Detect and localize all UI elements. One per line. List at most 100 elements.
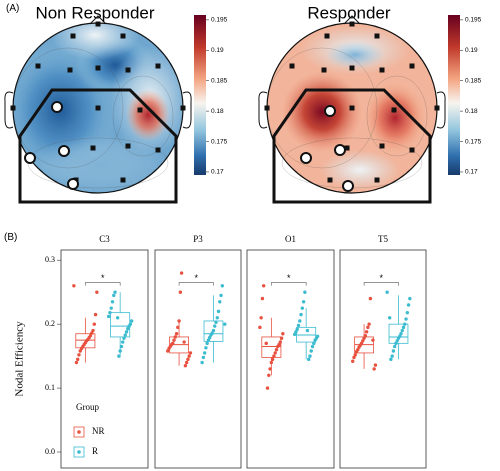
electrode [434, 105, 440, 111]
significance-label: * [287, 273, 291, 283]
data-point [218, 300, 222, 304]
electrode [289, 63, 295, 69]
data-point [74, 360, 79, 365]
data-point [305, 328, 310, 333]
electrode [379, 143, 385, 149]
ear [182, 91, 192, 129]
data-point [363, 333, 368, 338]
data-point [301, 300, 306, 304]
data-point [312, 341, 316, 346]
y-axis-label: Nodal Efficiency [14, 321, 26, 397]
electrode [409, 63, 415, 69]
colorbar-tick-label: 0.185 [465, 77, 482, 84]
data-point [273, 351, 277, 355]
data-point [79, 346, 84, 351]
data-point [201, 355, 206, 360]
data-point [295, 327, 299, 331]
data-point [310, 344, 315, 349]
colorbar-tick-label: 0.175 [465, 138, 482, 145]
panel-label: (B) [4, 232, 17, 243]
ear [258, 91, 268, 129]
box [75, 333, 96, 349]
legend-title: Group [76, 402, 99, 412]
data-point [272, 354, 276, 358]
contour [366, 75, 428, 157]
colorbar-tick-label: 0.19 [465, 47, 478, 54]
legend-swatch [77, 450, 81, 454]
data-point [405, 310, 410, 315]
data-point [115, 316, 120, 320]
data-point [215, 316, 219, 320]
colorbar-tick-label: 0.17 [465, 169, 478, 176]
data-point [270, 357, 275, 362]
data-point [202, 351, 207, 355]
map-title: Non Responder [35, 3, 154, 22]
data-point [279, 336, 284, 340]
data-point [403, 322, 407, 326]
data-point [269, 360, 274, 365]
data-point [307, 357, 311, 362]
data-point [204, 346, 208, 350]
data-point [126, 326, 130, 331]
roi-electrode [24, 152, 36, 164]
roi-electrode [334, 144, 346, 156]
colorbar [194, 15, 206, 175]
electrode [137, 107, 143, 113]
data-point [259, 316, 263, 320]
colorbar-tick-label: 0.195 [211, 17, 228, 24]
data-point [354, 349, 359, 354]
data-point [117, 354, 121, 358]
data-point [274, 348, 279, 352]
data-point [258, 325, 262, 330]
ear [436, 91, 446, 129]
box [261, 336, 282, 358]
data-point [186, 357, 190, 362]
data-point [308, 354, 312, 358]
electrode [95, 21, 101, 27]
electrode [409, 147, 415, 153]
data-point [91, 328, 95, 333]
data-point [364, 330, 369, 334]
roi-electrode [300, 152, 312, 164]
electrode [379, 67, 385, 73]
electrode [155, 147, 161, 153]
data-point [353, 353, 357, 357]
significance-label: * [195, 273, 199, 283]
data-point [121, 340, 125, 344]
data-point [118, 349, 122, 353]
data-point [90, 331, 94, 335]
box [388, 323, 409, 344]
data-point [110, 300, 115, 304]
data-point [178, 290, 183, 294]
significance-bracket [85, 282, 121, 286]
colorbar-tick-label: 0.18 [211, 108, 224, 115]
y-tick-label: 0.2 [45, 319, 55, 328]
electrode [349, 105, 355, 111]
roi-outline [272, 88, 432, 204]
data-point [219, 293, 223, 298]
data-point [213, 324, 217, 328]
facet-label: O1 [285, 234, 296, 244]
y-tick-label: 0.3 [45, 255, 55, 264]
data-point [300, 306, 305, 310]
data-point [366, 325, 370, 330]
data-point [127, 324, 131, 328]
panel-label: (A) [6, 3, 19, 14]
data-point [207, 335, 212, 340]
data-point [404, 317, 408, 321]
data-point [362, 336, 366, 340]
electrode [120, 33, 126, 39]
data-point [394, 341, 398, 346]
data-point [392, 344, 397, 349]
data-point [389, 357, 393, 362]
data-point [211, 328, 216, 333]
data-point [371, 338, 375, 342]
data-point [399, 332, 403, 336]
electrode [264, 105, 270, 111]
data-point [401, 325, 406, 330]
data-point [278, 340, 282, 344]
roi-electrode [342, 180, 354, 192]
data-point [276, 344, 280, 349]
data-point [220, 284, 225, 288]
